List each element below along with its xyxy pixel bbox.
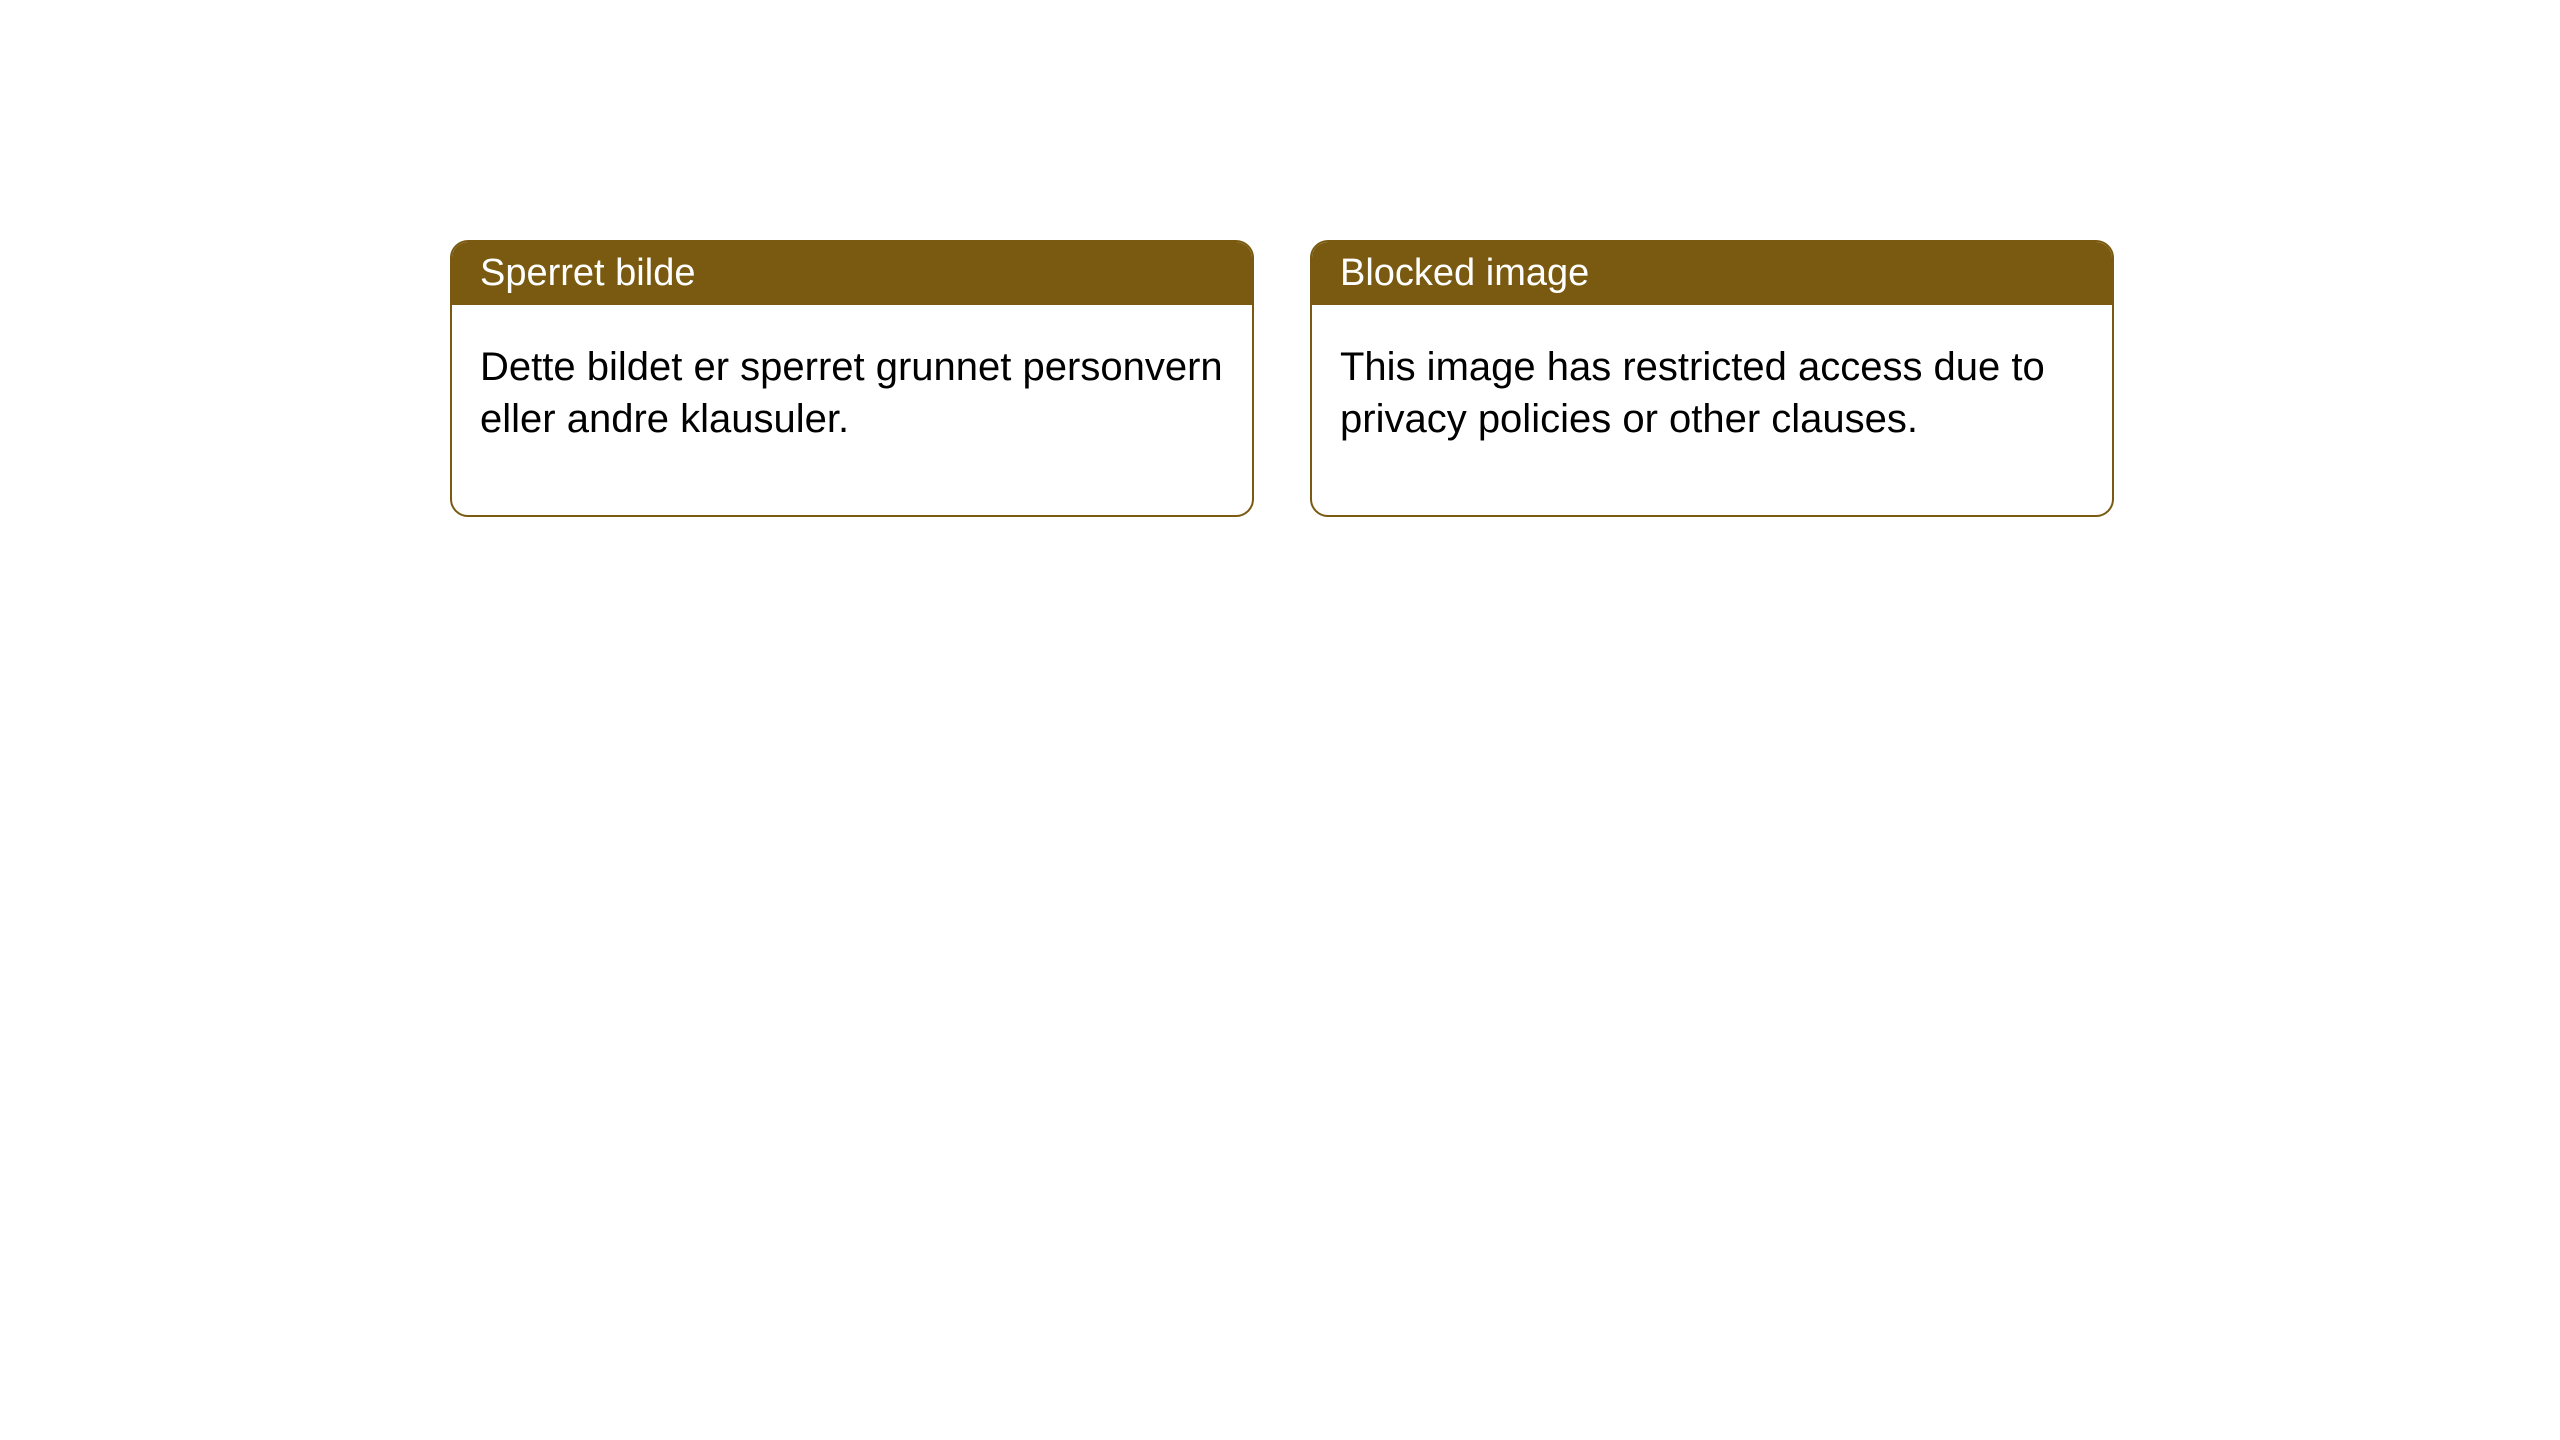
card-header-no: Sperret bilde	[452, 242, 1252, 305]
notice-container: Sperret bilde Dette bildet er sperret gr…	[450, 240, 2114, 517]
blocked-image-card-no: Sperret bilde Dette bildet er sperret gr…	[450, 240, 1254, 517]
blocked-image-card-en: Blocked image This image has restricted …	[1310, 240, 2114, 517]
card-body-no: Dette bildet er sperret grunnet personve…	[452, 305, 1252, 515]
card-header-en: Blocked image	[1312, 242, 2112, 305]
card-body-en: This image has restricted access due to …	[1312, 305, 2112, 515]
